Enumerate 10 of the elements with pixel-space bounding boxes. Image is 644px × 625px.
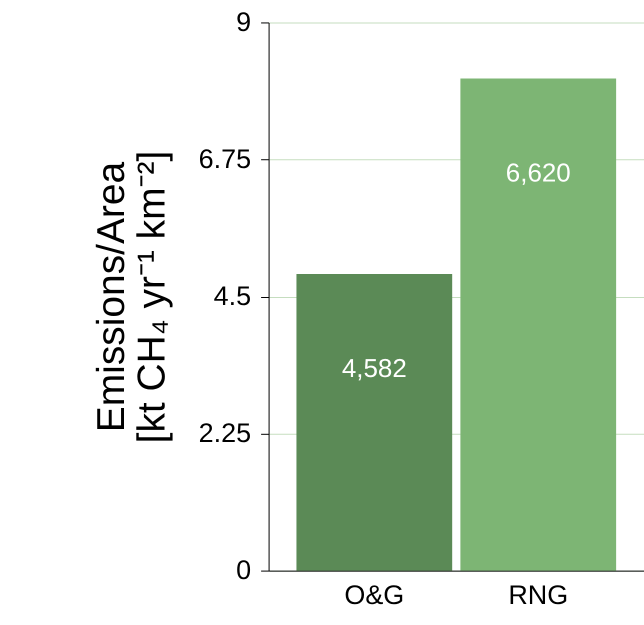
y-axis-title: Emissions/Area [kt CH₄ yr⁻¹ km⁻²] <box>90 150 174 444</box>
annotation: 4,582 <box>342 354 407 383</box>
x-tick-label: RNG <box>508 580 568 610</box>
x-tick-label: O&G <box>344 580 404 610</box>
y-tick-label: 9 <box>236 6 252 37</box>
y-tick-label: 2.25 <box>198 418 252 448</box>
y-tick-label: 0 <box>236 555 252 586</box>
annotation: 6,620 <box>506 159 571 188</box>
y-tick-label: 4.5 <box>214 281 252 312</box>
y-tick-label: 6.75 <box>198 144 252 174</box>
